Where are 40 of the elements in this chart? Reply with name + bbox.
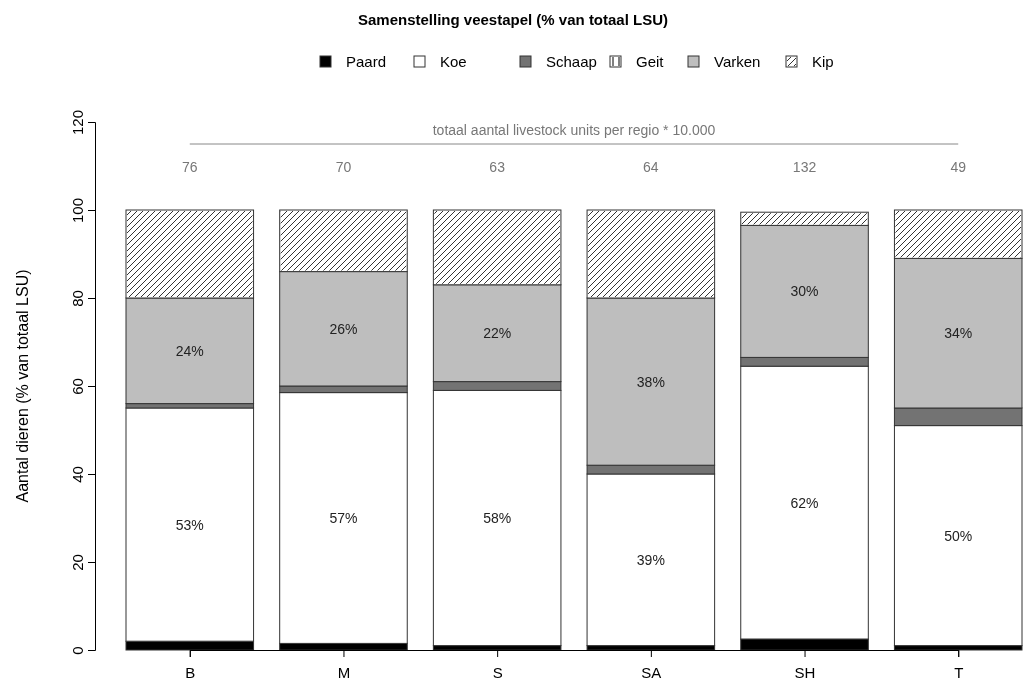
data-label: 24%: [175, 342, 204, 359]
legend-label: Koe: [440, 53, 467, 70]
legend-label: Schaap: [546, 53, 597, 70]
legend-label: Paard: [346, 53, 387, 70]
data-label: 50%: [944, 527, 973, 544]
y-tick-label: 120: [69, 109, 86, 136]
data-label: 30%: [790, 283, 819, 300]
data-label: 39%: [636, 551, 665, 568]
annotation: 64: [643, 159, 659, 175]
annotation: 76: [181, 159, 198, 175]
x-tick-label: T: [954, 664, 964, 681]
y-tick-label: 40: [69, 466, 86, 483]
y-tick-label: 100: [69, 197, 86, 224]
data-label: 58%: [483, 510, 512, 526]
x-tick-label: B: [185, 664, 196, 681]
y-tick-label: 60: [69, 378, 86, 395]
y-tick-label: 0: [69, 646, 86, 655]
data-label: 22%: [483, 325, 512, 342]
legend-label: Varken: [714, 53, 761, 70]
y-axis-title: Aantal dieren (% van totaal LSU): [14, 269, 31, 503]
x-tick-label: S: [492, 664, 503, 681]
x-tick-label: M: [337, 664, 351, 681]
data-label: 62%: [790, 494, 819, 511]
x-tick-label: SA: [641, 664, 662, 681]
data-label: 34%: [944, 325, 973, 342]
annotation: 70: [335, 159, 352, 175]
x-tick-label: SH: [794, 664, 816, 681]
annotation: 132: [792, 159, 817, 175]
legend-label: Geit: [636, 53, 665, 70]
data-label: 26%: [329, 320, 358, 337]
ref-line-label: totaal aantal livestock units per regio * 10.000: [432, 122, 716, 138]
annotation: 49: [950, 159, 967, 175]
data-label: 53%: [175, 516, 204, 533]
chart-title: Samenstelling veestapel (% van totaal LSU): [357, 11, 669, 28]
data-label: 57%: [329, 510, 358, 526]
annotation: 63: [489, 159, 506, 175]
legend-label: Kip: [812, 53, 834, 70]
data-label: 38%: [636, 373, 665, 390]
y-tick-label: 80: [69, 290, 86, 307]
y-tick-label: 20: [69, 554, 86, 571]
